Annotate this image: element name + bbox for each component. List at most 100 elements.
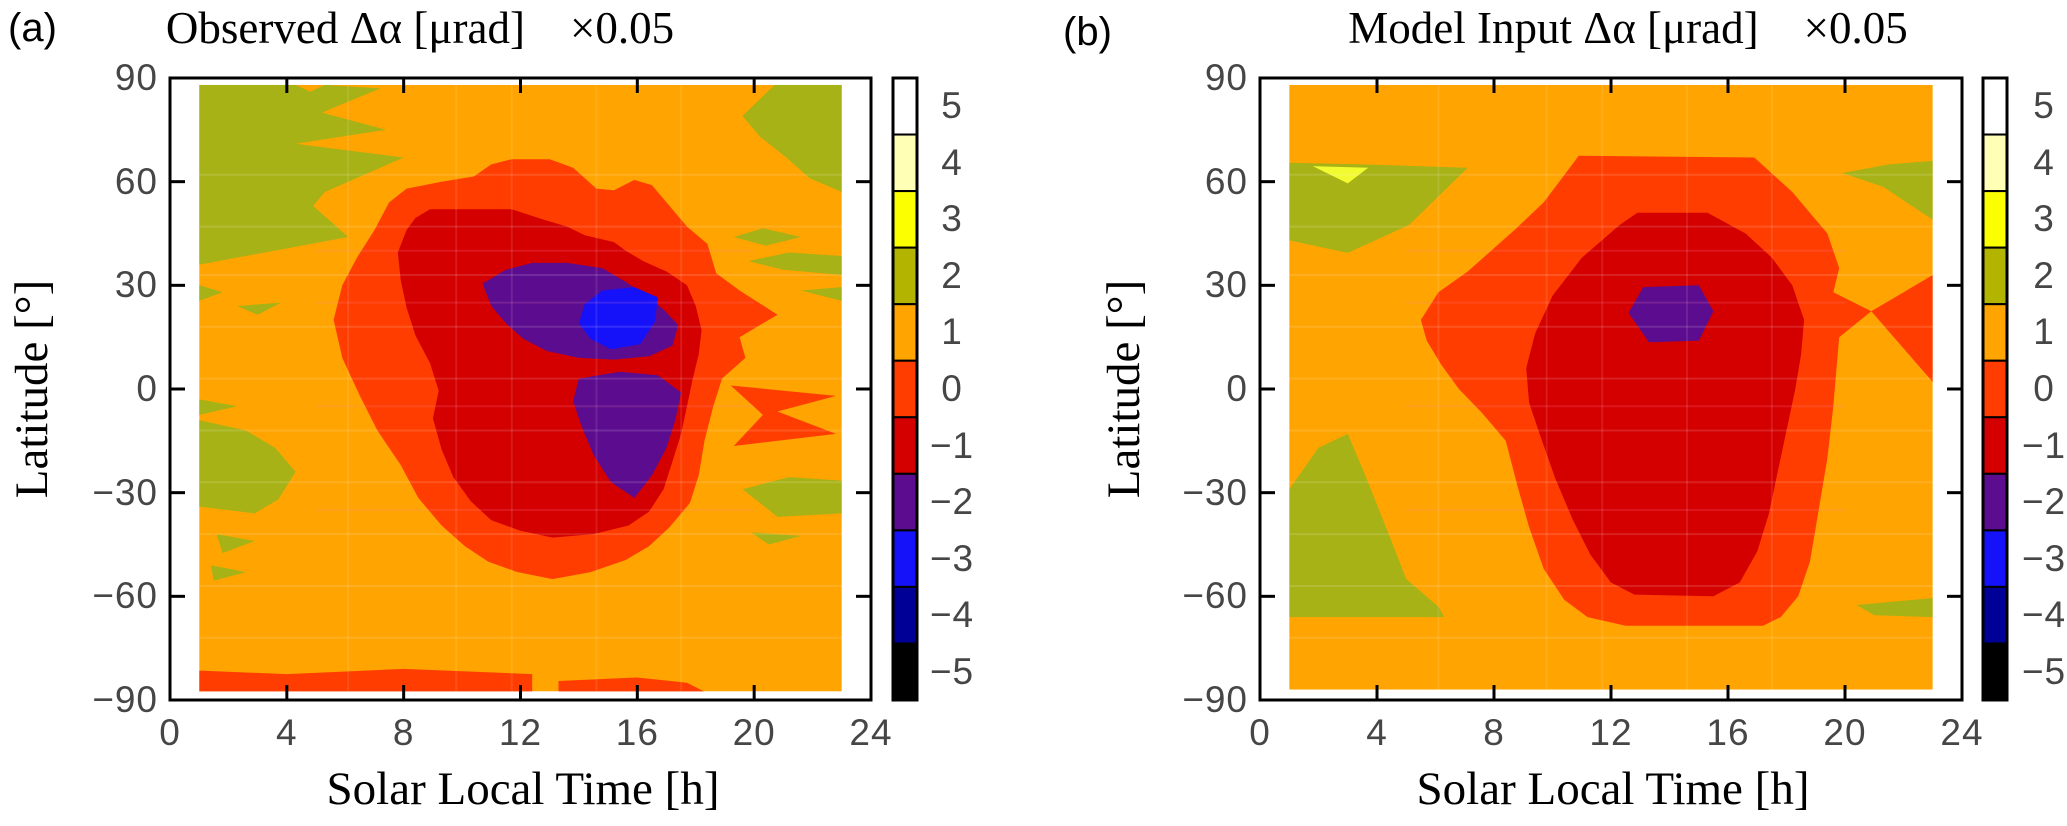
panel-b-title-text: Model Input Δα [μrad] xyxy=(1348,3,1759,53)
contour-region-level-2 xyxy=(751,532,801,545)
contour-data-area xyxy=(1289,84,1933,690)
x-tick-label: 8 xyxy=(1483,712,1505,753)
colorbar-cell xyxy=(1982,359,2008,419)
colorbar-cell xyxy=(1982,77,2008,136)
x-tick-label: 24 xyxy=(1940,712,1984,753)
colorbar-tick-label: 2 xyxy=(941,254,963,296)
contour-region-level-2 xyxy=(210,565,246,581)
x-tick-label: 12 xyxy=(498,712,543,753)
y-tick-label: −90 xyxy=(1182,679,1248,720)
colorbar-frame xyxy=(891,76,919,702)
y-tick-label: 30 xyxy=(1204,264,1248,306)
contour-region-level-0 xyxy=(558,677,704,692)
colorbar-cell xyxy=(1982,529,2008,588)
y-tick-label: 90 xyxy=(1204,57,1248,98)
x-tick-label: 16 xyxy=(1706,712,1750,753)
x-tick-label: 8 xyxy=(392,712,415,753)
x-tick-label: 0 xyxy=(1249,712,1271,753)
x-tick-label: 20 xyxy=(1823,712,1867,753)
contour-region-level-2 xyxy=(199,420,296,514)
colorbar-tick-label: −5 xyxy=(2021,650,2067,692)
contour-region-level--2 xyxy=(1628,285,1714,343)
x-tick-label: 16 xyxy=(615,712,659,753)
y-tick-label: −90 xyxy=(92,679,158,720)
contour-region-level--2 xyxy=(573,371,682,498)
contour-region-level-2 xyxy=(199,399,238,415)
y-tick-label: −60 xyxy=(92,575,158,617)
colorbar-cell xyxy=(892,529,918,588)
panel-b-label: (b) xyxy=(1063,10,1112,54)
colorbar-tick-label: 3 xyxy=(2033,198,2055,240)
colorbar-cell xyxy=(892,303,918,362)
y-tick-label: 60 xyxy=(114,160,158,202)
panel-a-title-text: Observed Δα [μrad] xyxy=(165,3,525,53)
contour-region-level-2 xyxy=(800,287,842,301)
colorbar-cell xyxy=(892,585,918,645)
contour-region-level--1 xyxy=(1526,212,1805,597)
panel-a-label: (a) xyxy=(8,6,57,50)
contour-region-level-2 xyxy=(1289,162,1468,253)
colorbar-tick-label: −3 xyxy=(929,537,975,579)
contour-region-level-2 xyxy=(199,84,404,265)
colorbar-tick-label: 4 xyxy=(2033,141,2055,183)
colorbar-tick-label: 4 xyxy=(941,141,963,183)
contour-region-level-2 xyxy=(1289,433,1445,618)
contour-data-area xyxy=(199,84,842,692)
x-tick-label: 20 xyxy=(732,712,776,753)
y-tick-label: 0 xyxy=(1226,368,1248,409)
colorbar-cell xyxy=(1982,190,2008,249)
panel-a-scale-note: ×0.05 xyxy=(569,3,675,53)
colorbar-cell xyxy=(892,472,918,532)
x-tick-label: 4 xyxy=(276,712,298,753)
colorbar-cell xyxy=(1982,585,2008,645)
colorbar-tick-label: 3 xyxy=(941,198,963,240)
colorbar-frame xyxy=(1981,76,2009,702)
colorbar-cell xyxy=(892,416,918,475)
contour-region-level-2 xyxy=(1856,598,1933,618)
colorbar-tick-label: 1 xyxy=(2033,311,2055,353)
colorbar-cell xyxy=(1982,472,2008,532)
contour-region-level-2 xyxy=(733,228,801,246)
y-tick-label: −30 xyxy=(1182,471,1248,513)
x-tick-label: 24 xyxy=(849,712,893,753)
colorbar-cell xyxy=(1982,642,2008,701)
colorbar-tick-label: 5 xyxy=(941,85,963,127)
x-tick-label: 4 xyxy=(1366,712,1388,753)
colorbar-cell xyxy=(892,190,918,249)
colorbar-tick-label: −1 xyxy=(2021,424,2067,466)
y-tick-label: 0 xyxy=(136,368,158,409)
panel-b-plot xyxy=(1258,76,1964,702)
colorbar-cell xyxy=(892,133,918,193)
contour-region-level-0 xyxy=(730,385,836,446)
colorbar-a xyxy=(891,76,919,702)
x-tick-label: 0 xyxy=(159,712,181,753)
contour-region-level-2 xyxy=(199,285,223,301)
colorbar-cell xyxy=(1982,303,2008,362)
colorbar-tick-label: 5 xyxy=(2033,85,2055,127)
contour-region-level-2 xyxy=(237,302,281,315)
y-tick-label: −60 xyxy=(1182,575,1248,617)
contour-region-level-0 xyxy=(199,668,533,692)
colorbar-cell xyxy=(892,359,918,419)
panel-a-title: Observed Δα [μrad] ×0.05 xyxy=(166,2,674,54)
panel-a-plot xyxy=(168,76,873,702)
y-tick-label: 30 xyxy=(114,264,158,306)
panel-b-title: Model Input Δα [μrad] ×0.05 xyxy=(1348,2,1907,54)
contour-region-level-0 xyxy=(1871,275,1933,383)
colorbar-cell xyxy=(1982,246,2008,306)
contour-region-level-3 xyxy=(1312,166,1369,184)
contour-region-level--3 xyxy=(578,287,658,350)
colorbar-tick-label: −2 xyxy=(929,481,975,523)
colorbar-tick-label: −4 xyxy=(929,594,975,636)
colorbar-cell xyxy=(892,246,918,306)
colorbar-tick-label: 2 xyxy=(2033,254,2055,296)
colorbar-tick-label: −4 xyxy=(2021,594,2067,636)
colorbar-b xyxy=(1981,76,2009,702)
x-tick-label: 12 xyxy=(1589,712,1633,753)
colorbar-tick-label: 0 xyxy=(941,368,963,409)
colorbar-cell xyxy=(1982,416,2008,475)
y-tick-label: 90 xyxy=(114,57,158,98)
colorbar-tick-label: −3 xyxy=(2021,537,2067,579)
colorbar-tick-label: −1 xyxy=(929,424,975,466)
